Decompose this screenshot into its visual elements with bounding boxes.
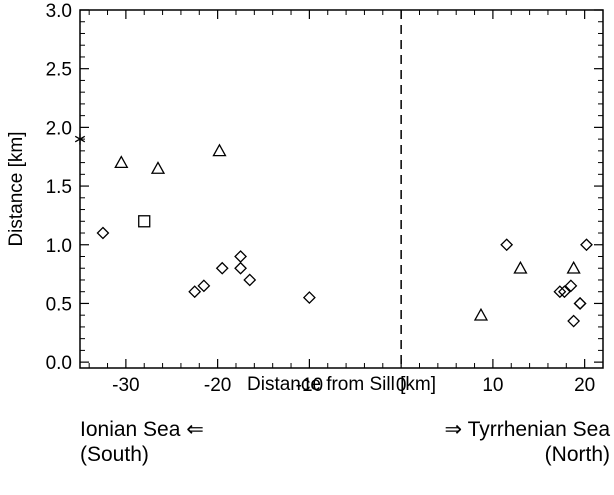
north-caption: ⇒ Tyrrhenian Sea (North)	[445, 417, 610, 467]
y-tick-label: 2.0	[46, 118, 72, 139]
x-tick-label: -10	[296, 375, 323, 396]
triangle-point	[212, 143, 227, 157]
diamond-point	[580, 238, 593, 252]
diamond-point	[197, 279, 211, 293]
triangle-point	[566, 260, 581, 274]
diamond-point	[188, 285, 202, 299]
y-tick-label: 3.0	[46, 1, 72, 22]
triangle-point	[513, 260, 528, 274]
ionian-sea-label: Ionian Sea ⇐	[80, 418, 204, 441]
diamond-point	[243, 273, 257, 287]
diamond-point	[500, 238, 514, 252]
scatter-chart: -30 -20 -10 0 10 20 0.0 0.5 1.0 1.5 2.0 2.5 3.0 Dist…	[6, 1, 604, 396]
y-tick-label: 0.5	[46, 294, 72, 315]
asterisk-stroke	[74, 135, 86, 143]
square-point	[138, 215, 151, 228]
diamond-point	[96, 226, 110, 240]
diamond-point	[234, 250, 247, 263]
y-tick-label: 0.0	[46, 353, 72, 374]
triangle-point	[473, 307, 489, 321]
diamond-point	[302, 291, 316, 304]
tyrrhenian-sea-label: ⇒ Tyrrhenian Sea	[444, 418, 610, 441]
diamond-point	[573, 297, 587, 310]
y-tick-label: 2.5	[46, 60, 72, 81]
x-tick-label: 10	[482, 375, 503, 396]
diamond-point	[567, 314, 581, 328]
x-tick-label: 0	[396, 375, 407, 396]
y-axis-title: Distance [km]	[6, 131, 27, 246]
y-tick-label: 1.0	[46, 236, 72, 257]
triangle-point	[114, 155, 129, 169]
x-tick-label: 20	[574, 375, 595, 396]
diamond-point	[564, 279, 578, 293]
diamond-point	[234, 261, 247, 275]
x-tick-label: -30	[112, 375, 139, 396]
south-caption: Ionian Sea ⇐ (South)	[80, 417, 204, 467]
south-label: (South)	[80, 443, 149, 466]
triangle-point	[150, 161, 166, 174]
asterisk-point	[74, 133, 86, 145]
diamond-point	[215, 261, 229, 275]
diamond-point	[553, 285, 567, 299]
x-tick-label: -20	[204, 375, 231, 396]
x-axis-title: Distance from Sill [km]	[247, 374, 436, 395]
diamond-point	[558, 285, 571, 299]
y-tick-label: 1.5	[46, 177, 72, 198]
diamond-point	[573, 297, 587, 310]
north-label: (North)	[544, 443, 610, 466]
plot-frame	[79, 9, 604, 369]
